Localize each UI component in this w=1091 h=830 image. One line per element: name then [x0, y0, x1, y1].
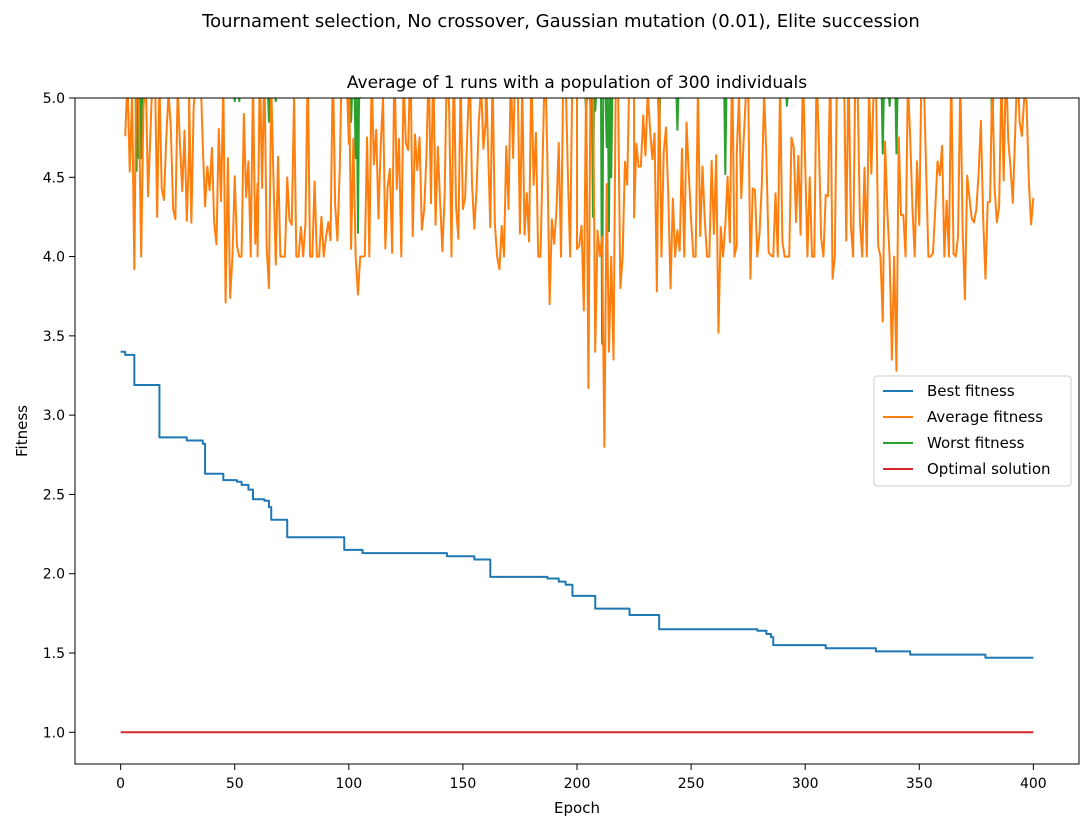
x-tick-label: 250 [678, 776, 705, 792]
figure-suptitle: Tournament selection, No crossover, Gaus… [201, 11, 920, 32]
x-tick-label: 300 [792, 776, 819, 792]
chart-title: Average of 1 runs with a population of 3… [347, 73, 807, 93]
y-tick-label: 2.0 [43, 567, 65, 583]
x-axis-label: Epoch [554, 799, 600, 817]
y-tick-label: 3.0 [43, 408, 65, 424]
y-axis-label: Fitness [13, 405, 31, 457]
y-tick-label: 1.5 [43, 646, 65, 662]
x-tick-label: 150 [450, 776, 477, 792]
best-fitness-line [120, 350, 1034, 659]
best-fitness-series [120, 350, 1034, 659]
x-tick-label: 350 [906, 776, 933, 792]
y-tick-label: 2.5 [43, 487, 65, 503]
average-fitness-line [124, 98, 1035, 448]
x-axis-ticks: 0 50 100 150 200 250 300 350 400 [116, 764, 1047, 792]
legend-label: Worst fitness [927, 434, 1025, 452]
x-tick-label: 200 [564, 776, 591, 792]
y-tick-label: 4.5 [43, 170, 65, 186]
y-tick-label: 3.5 [43, 329, 65, 345]
y-axis-ticks: 1.0 1.5 2.0 2.5 3.0 3.5 4.0 4.5 5.0 [43, 91, 75, 741]
legend-box [873, 375, 1072, 487]
x-tick-label: 400 [1020, 776, 1047, 792]
legend-label: Average fitness [927, 408, 1043, 426]
plot-area [120, 98, 1035, 734]
legend-label: Optimal solution [927, 460, 1051, 478]
y-tick-label: 1.0 [43, 725, 65, 741]
y-tick-label: 5.0 [43, 91, 65, 107]
x-tick-label: 0 [116, 776, 125, 792]
legend: Best fitness Average fitness Worst fitness… [873, 375, 1072, 487]
legend-label: Best fitness [927, 382, 1015, 400]
x-tick-label: 100 [335, 776, 362, 792]
average-fitness-series [124, 98, 1035, 448]
x-tick-label: 50 [226, 776, 244, 792]
y-tick-label: 4.0 [43, 250, 65, 266]
